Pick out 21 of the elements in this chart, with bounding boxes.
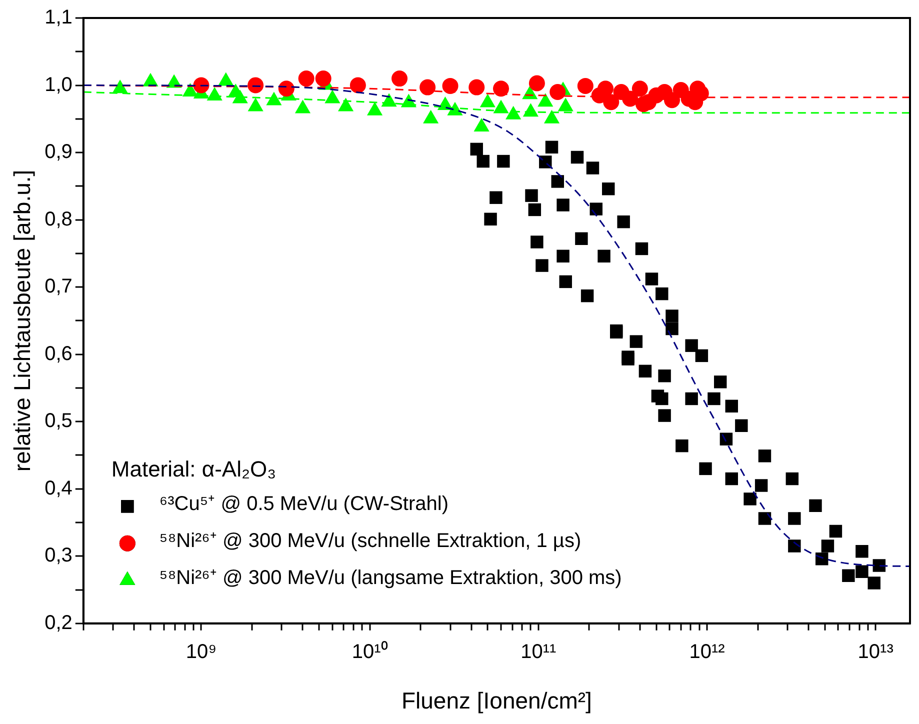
y-tick-label: 0,3 xyxy=(44,544,72,567)
y-tick-label: 1,1 xyxy=(44,6,72,29)
legend-label: ⁵⁸Ni²⁶⁺ @ 300 MeV/u (schnelle Extraktion, 1 µs) xyxy=(159,530,582,552)
y-tick-label: 0,6 xyxy=(44,342,72,365)
y-tick-label: 0,5 xyxy=(44,410,72,432)
y-tick-label: 0,7 xyxy=(44,276,72,298)
x-tick-label: 10¹³ xyxy=(858,640,894,663)
legend-title: Material: α-Al₂O₃ xyxy=(111,456,276,482)
y-tick-label: 0,8 xyxy=(44,208,72,230)
x-tick-label: 10¹⁰ xyxy=(352,640,388,663)
y-axis-title: relative Lichtausbeute [arb.u.] xyxy=(9,170,36,472)
y-tick-label: 0,9 xyxy=(44,141,72,164)
x-tick-label: 10⁹ xyxy=(186,640,217,663)
x-tick-label: 10¹¹ xyxy=(520,640,557,663)
x-axis-title: Fluenz [Ionen/cm²] xyxy=(401,688,592,714)
y-tick-label: 0,2 xyxy=(44,612,72,634)
y-tick-label: 0,4 xyxy=(44,477,72,500)
legend-label: ⁵⁸Ni²⁶⁺ @ 300 MeV/u (langsame Extraktion, 300 ms) xyxy=(159,566,622,589)
x-tick-label: 10¹² xyxy=(689,640,726,663)
legend-label: ⁶³Cu⁵⁺ @ 0.5 MeV/u (CW-Strahl) xyxy=(159,492,448,515)
y-tick-label: 1,0 xyxy=(44,74,72,96)
